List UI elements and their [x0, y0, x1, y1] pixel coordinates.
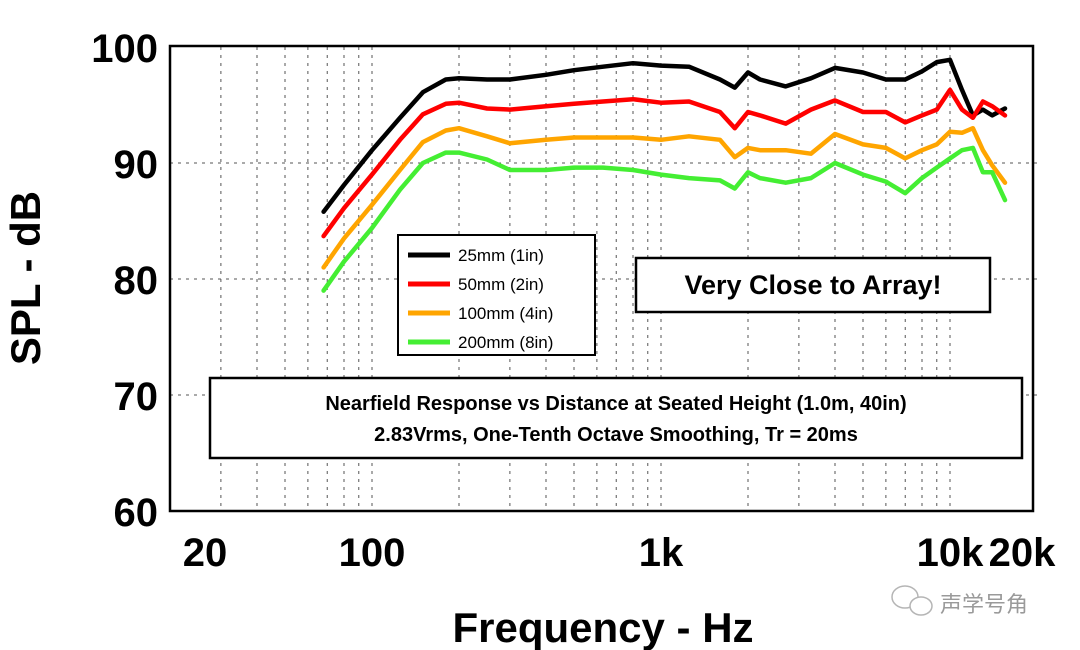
x-tick-label: 10k	[917, 531, 984, 575]
x-tick-label: 20	[183, 531, 228, 575]
watermark-text: 声学号角	[940, 593, 1028, 618]
x-tick-labels: 20 100 1k 10k 20k	[183, 531, 1056, 575]
watermark: 声学号角	[891, 585, 1028, 618]
plot-frame	[168, 44, 1035, 513]
legend-label: 100mm (4in)	[458, 304, 553, 323]
y-tick-label: 70	[114, 375, 159, 419]
legend: 25mm (1in) 50mm (2in) 100mm (4in) 200mm (8i…	[397, 234, 596, 356]
series-line-2	[321, 87, 1008, 239]
legend-label: 25mm (1in)	[458, 246, 544, 265]
x-tick-label: 20k	[989, 531, 1056, 575]
callout-box: Very Close to Array!	[634, 256, 992, 314]
series-line-3	[321, 125, 1008, 270]
y-tick-labels: 60 70 80 90 100	[91, 27, 158, 535]
legend-label: 50mm (2in)	[458, 275, 544, 294]
chart-title-line1: Nearfield Response vs Distance at Seated…	[325, 393, 906, 415]
series-line-4	[321, 145, 1008, 293]
callout-text: Very Close to Array!	[684, 270, 941, 300]
y-tick-label: 80	[114, 259, 159, 303]
series-line-1	[321, 57, 1008, 214]
series-lines	[321, 57, 1008, 293]
x-tick-label: 100	[339, 531, 406, 575]
y-tick-label: 60	[114, 491, 159, 535]
legend-label: 200mm (8in)	[458, 333, 553, 352]
y-tick-label: 90	[114, 143, 159, 187]
chart-title-line2: 2.83Vrms, One-Tenth Octave Smoothing, Tr…	[374, 424, 858, 446]
x-axis-title: Frequency - Hz	[452, 604, 753, 650]
wechat-icon	[891, 585, 933, 616]
y-axis-title: SPL - dB	[2, 191, 49, 365]
x-tick-label: 1k	[639, 531, 684, 575]
title-box: Nearfield Response vs Distance at Seated…	[208, 376, 1024, 460]
y-tick-label: 100	[91, 27, 158, 71]
